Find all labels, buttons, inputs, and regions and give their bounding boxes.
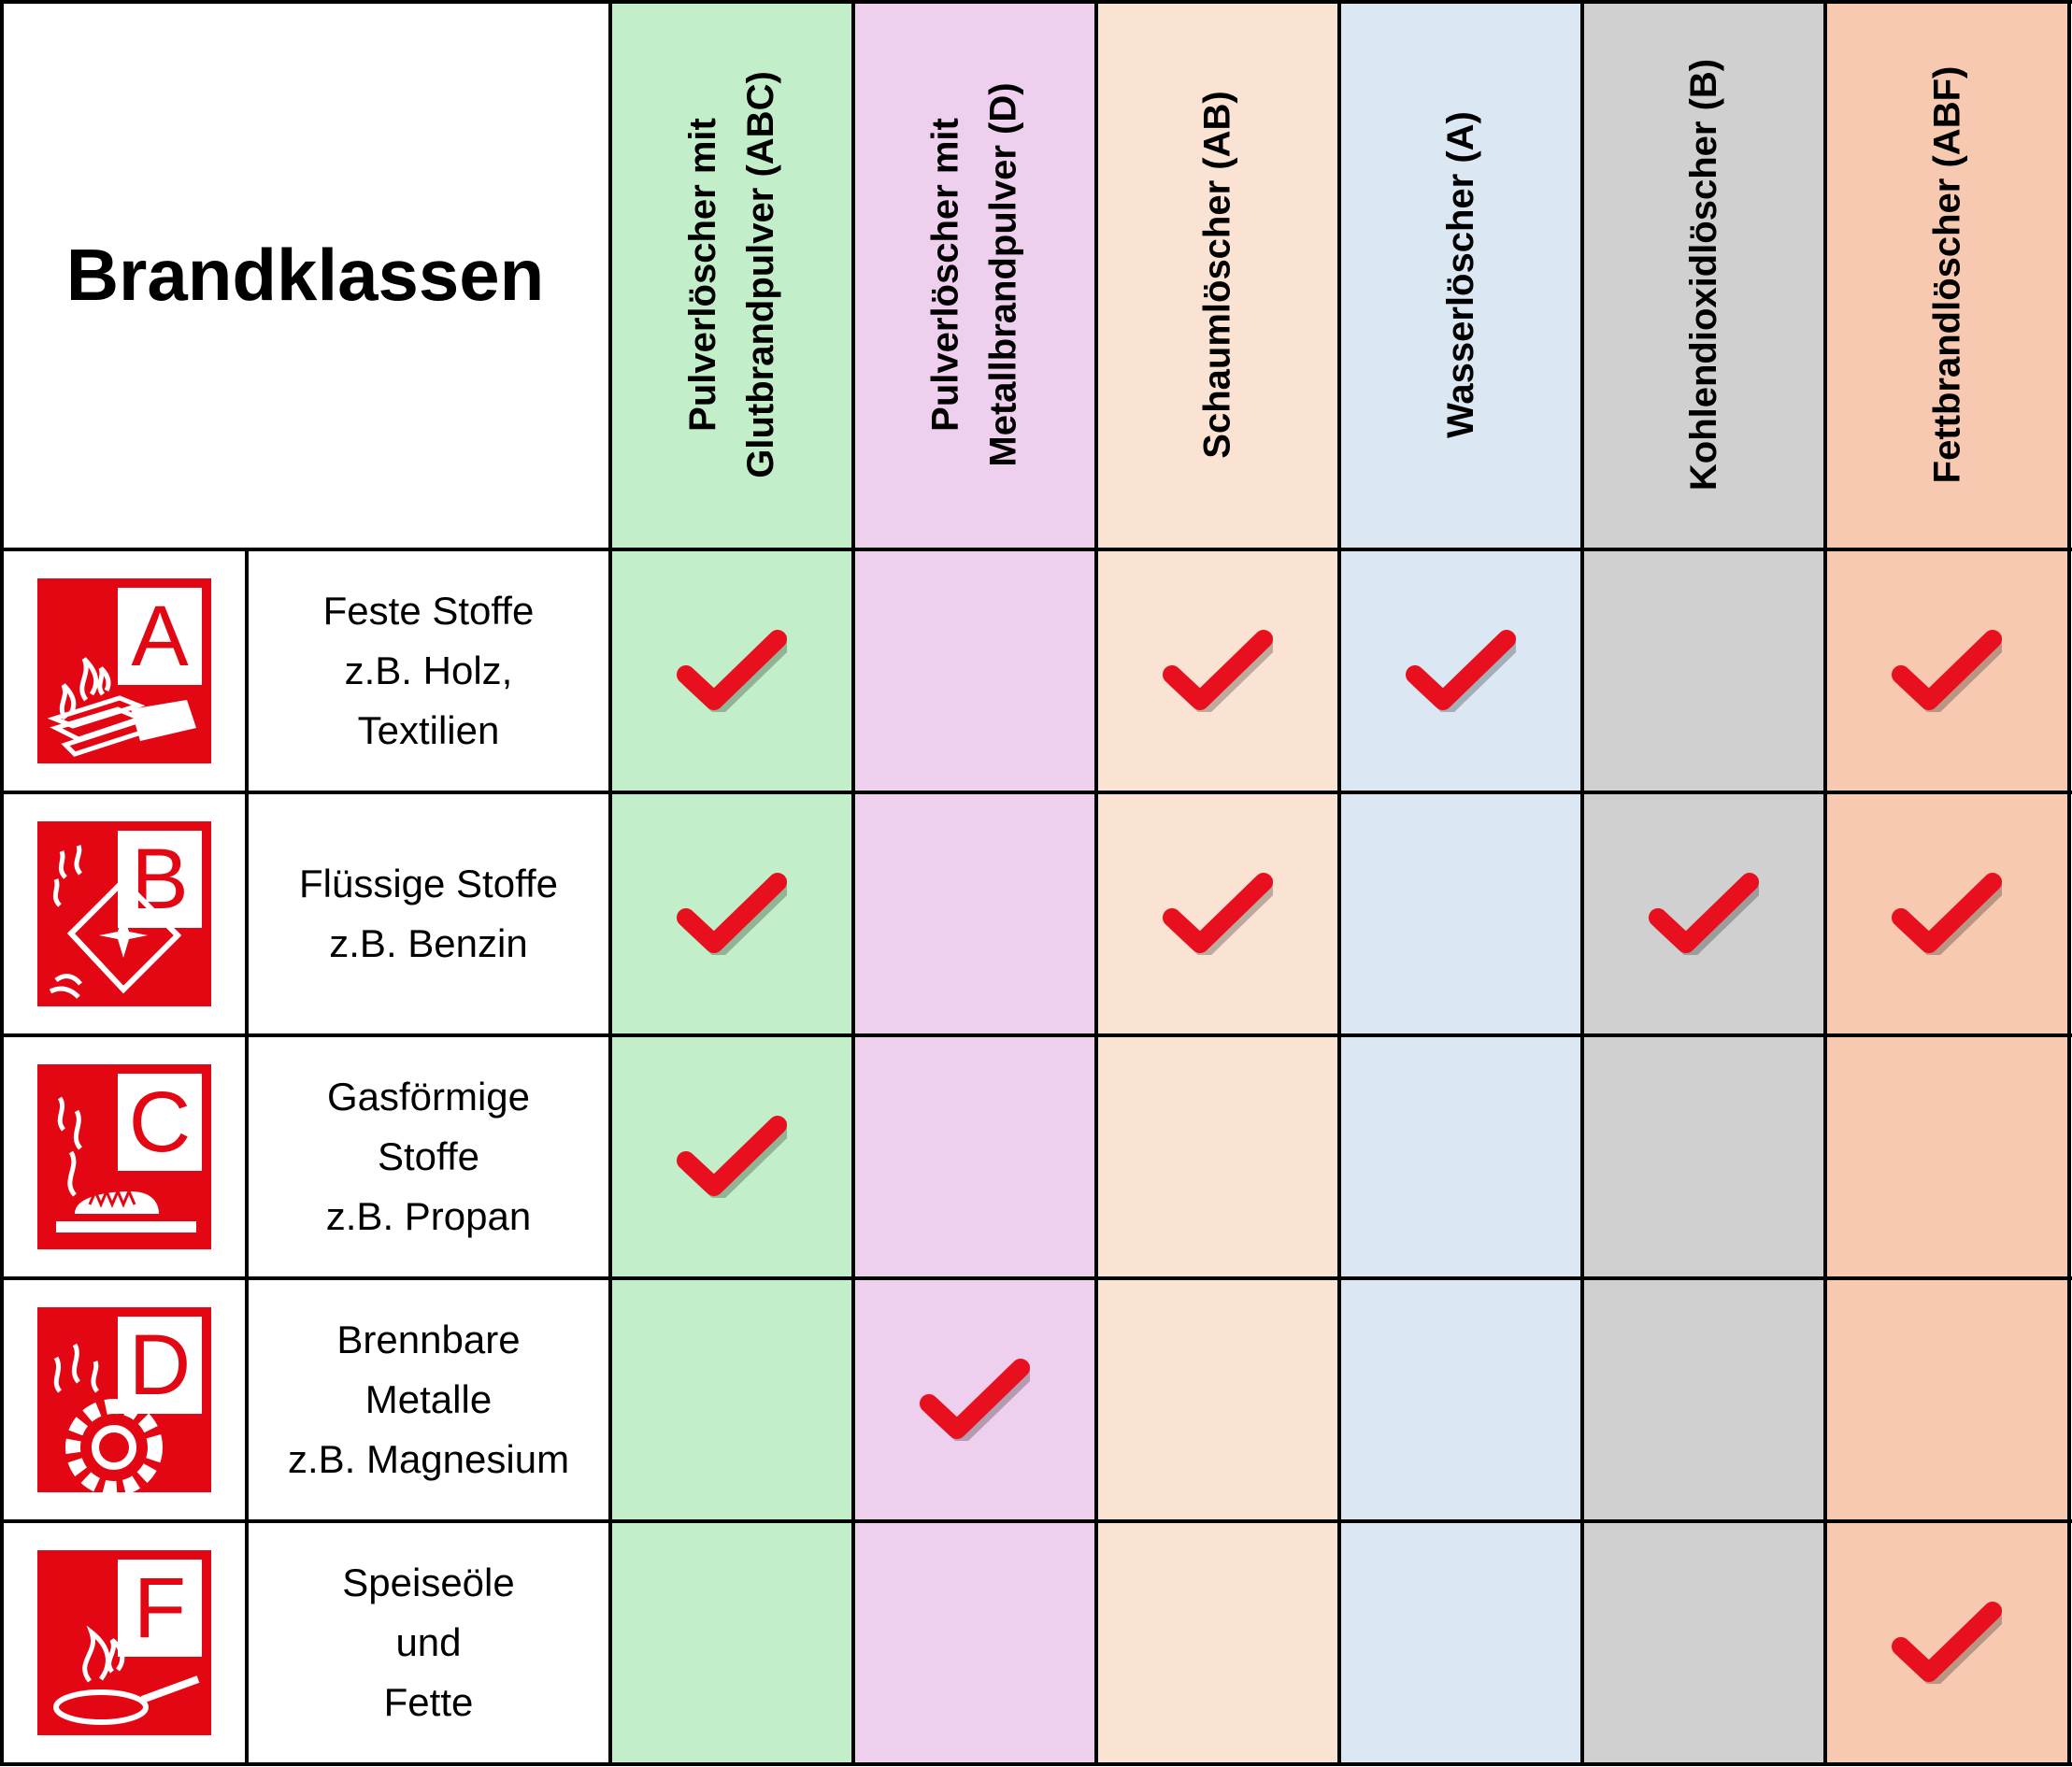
- checkmark-icon: [1892, 873, 2002, 955]
- grid-line: [2067, 0, 2071, 1766]
- checkmark-icon: [677, 1116, 787, 1198]
- fire-class-letter: B: [118, 831, 202, 928]
- pictogram: [49, 845, 182, 999]
- pictogram: [53, 1625, 200, 1725]
- column-background: [1825, 0, 2068, 1764]
- grid-line: [0, 548, 2072, 551]
- fire-class-letter: F: [118, 1560, 202, 1657]
- checkmark-icon: [1649, 873, 1759, 955]
- description-line: Textilien: [357, 708, 500, 752]
- liquid-fire-icon: B: [37, 821, 211, 1006]
- extinguisher-label-line: Wasserlöscher (A): [1440, 111, 1481, 438]
- column-background: [1582, 0, 1825, 1764]
- fire-class-description: Speiseöle und Fette: [247, 1521, 610, 1764]
- extinguisher-label: Kohlendioxidlöscher (B): [1675, 59, 1733, 491]
- checkmark-icon: [1163, 873, 1273, 955]
- grid-line: [0, 0, 4, 1766]
- description-line: Speiseöle: [342, 1560, 515, 1604]
- extinguisher-label-line: Kohlendioxidlöscher (B): [1683, 58, 1724, 492]
- wood-fire-icon: A: [37, 578, 211, 763]
- pictogram: [53, 1343, 163, 1492]
- extinguisher-header: Schaumlöscher (AB): [1096, 0, 1339, 549]
- fire-class-description: Flüssige Stoffe z.B. Benzin: [247, 792, 610, 1035]
- extinguisher-label-line: Glutbrandpulver (ABC): [740, 71, 782, 478]
- pictogram: [47, 657, 196, 757]
- extinguisher-header: Wasserlöscher (A): [1339, 0, 1582, 549]
- fat-fire-icon: F: [37, 1550, 211, 1735]
- description-line: Metalle: [364, 1377, 493, 1421]
- column-background: [610, 0, 853, 1764]
- checkmark-icon: [1892, 1602, 2002, 1684]
- fire-class-description: Feste Stoffe z.B. Holz, Textilien: [247, 549, 610, 792]
- grid-line: [1823, 0, 1827, 1766]
- description-line: Stoffe: [378, 1134, 479, 1178]
- checkmark-icon: [1406, 630, 1516, 712]
- extinguisher-label: Schaumlöscher (AB): [1189, 91, 1247, 458]
- checkmark-icon: [677, 873, 787, 955]
- description-line: z.B. Benzin: [329, 921, 528, 965]
- extinguisher-label-line: Pulverlöscher mit: [925, 118, 966, 432]
- checkmark-icon: [1892, 630, 2002, 712]
- column-background: [853, 0, 1096, 1764]
- checkmark-icon: [920, 1359, 1030, 1441]
- description-line: Brennbare: [336, 1318, 521, 1361]
- extinguisher-header: Fettbrandlöscher (ABF): [1825, 0, 2068, 549]
- description-line: Fette: [383, 1680, 474, 1724]
- pictogram: [56, 1096, 196, 1233]
- description-line: Feste Stoffe: [322, 589, 535, 633]
- description-line: Gasförmige: [326, 1075, 531, 1119]
- fire-class-letter: C: [118, 1074, 202, 1171]
- grid-line: [0, 0, 2072, 4]
- grid-line: [1580, 0, 1584, 1766]
- fire-class-description: Brennbare Metalle z.B. Magnesium: [247, 1278, 610, 1521]
- extinguisher-label-line: Fettbrandlöscher (ABF): [1926, 65, 1967, 484]
- table-title: Brandklassen: [65, 233, 545, 316]
- extinguisher-label: Wasserlöscher (A): [1432, 111, 1490, 438]
- extinguisher-label: Fettbrandlöscher (ABF): [1918, 66, 1976, 484]
- extinguisher-label-line: Metallbrandpulver (D): [983, 82, 1024, 467]
- grid-line: [0, 1519, 2072, 1523]
- grid-line: [0, 1033, 2072, 1037]
- grid-line: [245, 549, 249, 1764]
- grid-line: [0, 1762, 2072, 1766]
- gas-fire-icon: C: [37, 1064, 211, 1249]
- description-line: Flüssige Stoffe: [298, 862, 559, 905]
- description-line: z.B. Holz,: [344, 648, 513, 692]
- extinguisher-label-line: Pulverlöscher mit: [682, 118, 724, 432]
- extinguisher-header: Pulverlöscher mit Glutbrandpulver (ABC): [610, 0, 853, 549]
- extinguisher-label: Pulverlöscher mit Glutbrandpulver (ABC): [674, 71, 790, 478]
- description-line: z.B. Magnesium: [287, 1437, 570, 1481]
- description-line: z.B. Propan: [325, 1194, 532, 1238]
- extinguisher-header: Kohlendioxidlöscher (B): [1582, 0, 1825, 549]
- checkmark-icon: [1163, 630, 1273, 712]
- extinguisher-header: Pulverlöscher mit Metallbrandpulver (D): [853, 0, 1096, 549]
- description-line: und: [395, 1620, 462, 1664]
- grid-line: [0, 791, 2072, 794]
- checkmark-icon: [677, 630, 787, 712]
- grid-line: [851, 0, 855, 1766]
- fire-class-letter: A: [118, 588, 202, 685]
- grid-line: [0, 1276, 2072, 1280]
- metal-fire-icon: D: [37, 1307, 211, 1492]
- extinguisher-label: Pulverlöscher mit Metallbrandpulver (D): [917, 82, 1033, 466]
- grid-line: [1337, 0, 1341, 1766]
- grid-line: [608, 0, 612, 1766]
- column-background: [1096, 0, 1339, 1764]
- fire-class-letter: D: [118, 1317, 202, 1414]
- grid-line: [1094, 0, 1098, 1766]
- extinguisher-label-line: Schaumlöscher (AB): [1197, 91, 1239, 459]
- column-background: [1339, 0, 1582, 1764]
- fire-class-description: Gasförmige Stoffe z.B. Propan: [247, 1035, 610, 1278]
